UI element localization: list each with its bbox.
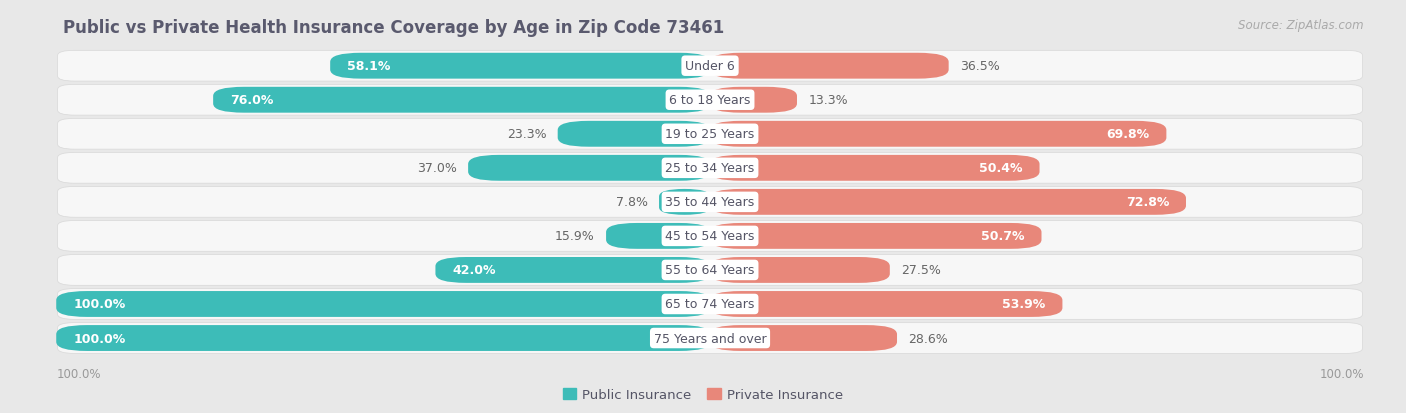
Text: 100.0%: 100.0%	[73, 332, 125, 345]
Text: 28.6%: 28.6%	[908, 332, 948, 345]
Legend: Public Insurance, Private Insurance: Public Insurance, Private Insurance	[557, 383, 849, 406]
FancyBboxPatch shape	[58, 289, 1362, 320]
FancyBboxPatch shape	[710, 54, 949, 79]
FancyBboxPatch shape	[330, 54, 710, 79]
Text: 69.8%: 69.8%	[1107, 128, 1150, 141]
Text: 36.5%: 36.5%	[960, 60, 1000, 73]
Text: 23.3%: 23.3%	[506, 128, 547, 141]
FancyBboxPatch shape	[58, 119, 1362, 150]
Text: 50.4%: 50.4%	[979, 162, 1022, 175]
FancyBboxPatch shape	[710, 190, 1187, 215]
Text: 25 to 34 Years: 25 to 34 Years	[665, 162, 755, 175]
Text: 50.7%: 50.7%	[981, 230, 1025, 243]
FancyBboxPatch shape	[710, 223, 1042, 249]
Text: 58.1%: 58.1%	[347, 60, 391, 73]
FancyBboxPatch shape	[214, 88, 710, 114]
Text: 7.8%: 7.8%	[616, 196, 648, 209]
Text: 53.9%: 53.9%	[1002, 298, 1046, 311]
Text: 100.0%: 100.0%	[1319, 368, 1364, 380]
Text: 37.0%: 37.0%	[418, 162, 457, 175]
Text: 65 to 74 Years: 65 to 74 Years	[665, 298, 755, 311]
FancyBboxPatch shape	[436, 257, 710, 283]
FancyBboxPatch shape	[58, 255, 1362, 286]
FancyBboxPatch shape	[710, 325, 897, 351]
FancyBboxPatch shape	[606, 223, 710, 249]
FancyBboxPatch shape	[56, 325, 710, 351]
Text: 75 Years and over: 75 Years and over	[654, 332, 766, 345]
FancyBboxPatch shape	[710, 257, 890, 283]
FancyBboxPatch shape	[58, 221, 1362, 252]
Text: 27.5%: 27.5%	[901, 264, 941, 277]
Text: 100.0%: 100.0%	[73, 298, 125, 311]
FancyBboxPatch shape	[58, 153, 1362, 184]
FancyBboxPatch shape	[710, 88, 797, 114]
Text: 13.3%: 13.3%	[808, 94, 848, 107]
FancyBboxPatch shape	[659, 190, 710, 215]
Text: 76.0%: 76.0%	[231, 94, 273, 107]
Text: 15.9%: 15.9%	[555, 230, 595, 243]
FancyBboxPatch shape	[468, 156, 710, 181]
Text: 100.0%: 100.0%	[56, 368, 101, 380]
Text: Public vs Private Health Insurance Coverage by Age in Zip Code 73461: Public vs Private Health Insurance Cover…	[63, 19, 724, 36]
FancyBboxPatch shape	[710, 291, 1063, 317]
FancyBboxPatch shape	[58, 51, 1362, 82]
Text: Source: ZipAtlas.com: Source: ZipAtlas.com	[1239, 19, 1364, 31]
Text: Under 6: Under 6	[685, 60, 735, 73]
Text: 45 to 54 Years: 45 to 54 Years	[665, 230, 755, 243]
Text: 35 to 44 Years: 35 to 44 Years	[665, 196, 755, 209]
FancyBboxPatch shape	[58, 323, 1362, 354]
FancyBboxPatch shape	[58, 85, 1362, 116]
FancyBboxPatch shape	[558, 121, 710, 147]
Text: 55 to 64 Years: 55 to 64 Years	[665, 264, 755, 277]
Text: 19 to 25 Years: 19 to 25 Years	[665, 128, 755, 141]
Text: 42.0%: 42.0%	[453, 264, 496, 277]
FancyBboxPatch shape	[710, 156, 1039, 181]
Text: 72.8%: 72.8%	[1126, 196, 1170, 209]
FancyBboxPatch shape	[56, 291, 710, 317]
FancyBboxPatch shape	[58, 187, 1362, 218]
Text: 6 to 18 Years: 6 to 18 Years	[669, 94, 751, 107]
FancyBboxPatch shape	[710, 121, 1167, 147]
